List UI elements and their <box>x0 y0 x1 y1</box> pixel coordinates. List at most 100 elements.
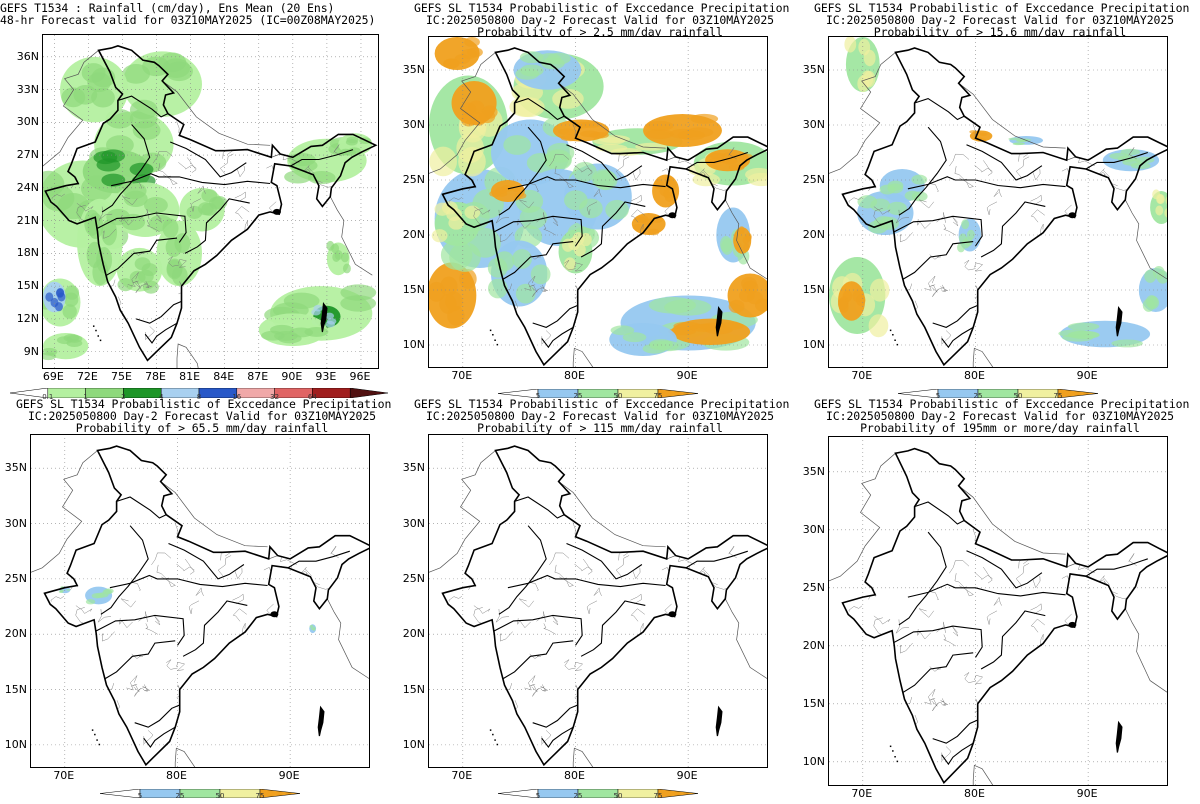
precip-cell <box>340 252 349 263</box>
map-frame <box>428 36 768 368</box>
map-panel-mean: GEFS T1534 : Rainfall (cm/day), Ens Mean… <box>0 0 389 401</box>
precip-cell <box>887 201 907 215</box>
state-border <box>494 614 583 646</box>
neighbour-border <box>558 82 666 149</box>
precip-cell <box>958 233 967 244</box>
lakshadweep-island <box>494 739 496 741</box>
precip-cell <box>563 257 576 271</box>
lat-tick-label: 30N <box>402 118 425 131</box>
lat-tick-label: 36N <box>16 49 39 63</box>
panel-title-line: IC:2025050800 Day-2 Forecast Valid for 0… <box>825 13 1174 27</box>
state-border <box>503 241 574 280</box>
precip-cell <box>645 120 674 131</box>
state-border <box>117 95 169 118</box>
lat-tick-label: 9N <box>23 344 39 358</box>
state-border <box>980 201 1046 258</box>
precip-cell <box>96 158 121 172</box>
district-borders <box>842 448 1167 783</box>
precip-cell <box>64 292 79 307</box>
sundarbans-delta <box>668 212 677 219</box>
precip-cell <box>632 223 645 231</box>
precip-cell <box>66 334 83 343</box>
lakshadweep-island <box>492 334 494 336</box>
india-outline <box>43 445 369 767</box>
precip-cell <box>1067 322 1100 331</box>
precip-cell <box>654 179 664 190</box>
rainfall-map <box>829 437 1167 785</box>
precip-cell <box>137 269 154 283</box>
lon-tick-label: 90E <box>281 370 303 383</box>
precip-cell <box>852 290 863 302</box>
lat-tick-label: 15N <box>802 696 825 710</box>
colorbar-label: 5 <box>535 792 541 800</box>
precip-cell <box>469 228 501 258</box>
state-border <box>503 640 574 679</box>
lakshadweep-island <box>896 760 899 763</box>
lakshadweep-island <box>496 743 499 746</box>
precip-cell <box>324 312 335 320</box>
sundarbans-delta <box>1068 621 1077 628</box>
panel-title-line: GEFS SL T1534 Probabilistic of Exccedanc… <box>414 1 790 15</box>
precip-cell <box>564 190 588 211</box>
state-border <box>541 326 574 349</box>
panel-title-line: IC:2025050800 Day-2 Forecast Valid for 0… <box>27 409 376 423</box>
lon-tick-label: 70E <box>851 787 873 800</box>
precip-cell <box>447 305 465 326</box>
precip-cell <box>166 259 183 280</box>
lat-tick-label: 35N <box>802 63 825 76</box>
state-border <box>514 496 565 519</box>
neighbour-border <box>724 199 767 280</box>
state-border <box>498 126 547 216</box>
lat-tick-label: 10N <box>402 338 425 351</box>
lakshadweep-island <box>92 325 95 327</box>
precip-cell <box>1068 331 1100 340</box>
lon-tick-label: 69E <box>42 370 64 383</box>
lon-tick-label: 90E <box>278 769 300 782</box>
lon-tick-label: 80E <box>563 369 585 382</box>
precip-cell <box>132 120 161 141</box>
precip-cell <box>747 291 763 305</box>
state-border <box>941 326 974 349</box>
colorbar-label: 50 <box>613 392 623 400</box>
precip-cell <box>605 199 629 220</box>
precip-cell <box>304 326 329 337</box>
precip-cell <box>91 593 102 599</box>
precip-cell <box>487 278 508 299</box>
panel-title-line: IC:2025050800 Day-2 Forecast Valid for 0… <box>425 409 774 423</box>
state-border <box>894 215 983 247</box>
precip-cell <box>664 192 675 203</box>
lon-tick-label: 84E <box>213 370 235 383</box>
colorbar-label: 25 <box>973 392 983 400</box>
state-border <box>143 726 176 749</box>
precip-cell <box>283 292 320 310</box>
colorbar-label: 0.1 <box>42 393 54 401</box>
lon-tick-label: 80E <box>563 769 585 782</box>
lat-tick-label: 30N <box>802 522 825 536</box>
state-border <box>109 574 268 589</box>
state-border <box>541 726 574 749</box>
colorbar: 0.1 1 2 4 8 16 32 64 <box>9 383 389 405</box>
colorbar-label: 25 <box>175 792 185 800</box>
panel-title-line: GEFS SL T1534 Probabilistic of Exccedanc… <box>16 397 392 411</box>
state-border <box>580 600 646 657</box>
colorbar-label: 5 <box>137 792 143 800</box>
state-border <box>980 610 1046 670</box>
lat-tick-label: 10N <box>402 737 425 751</box>
panel-title-line: GEFS SL T1534 Probabilistic of Exccedanc… <box>814 1 1190 15</box>
precip-cell <box>43 347 58 356</box>
precip-cell <box>1156 194 1164 204</box>
precip-cell <box>742 280 759 295</box>
precip-cell <box>742 236 749 245</box>
precip-cell <box>645 129 674 139</box>
precip-cell <box>346 136 359 144</box>
state-border <box>184 198 250 254</box>
precip-cell <box>1111 339 1143 348</box>
state-border <box>966 144 1043 181</box>
lat-tick-label: 15N <box>402 682 425 696</box>
map-panel-p2_5: GEFS SL T1534 Probabilistic of Exccedanc… <box>403 0 800 400</box>
colorbar-label: 64 <box>307 393 317 401</box>
sri-lanka-outline <box>972 764 994 785</box>
precip-cell <box>122 64 151 84</box>
precip-cell <box>87 72 112 93</box>
precip-cell <box>879 184 896 195</box>
